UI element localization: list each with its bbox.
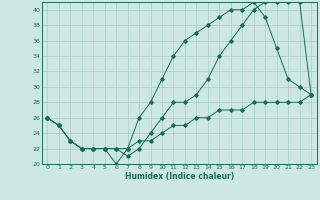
X-axis label: Humidex (Indice chaleur): Humidex (Indice chaleur) [124, 172, 234, 181]
